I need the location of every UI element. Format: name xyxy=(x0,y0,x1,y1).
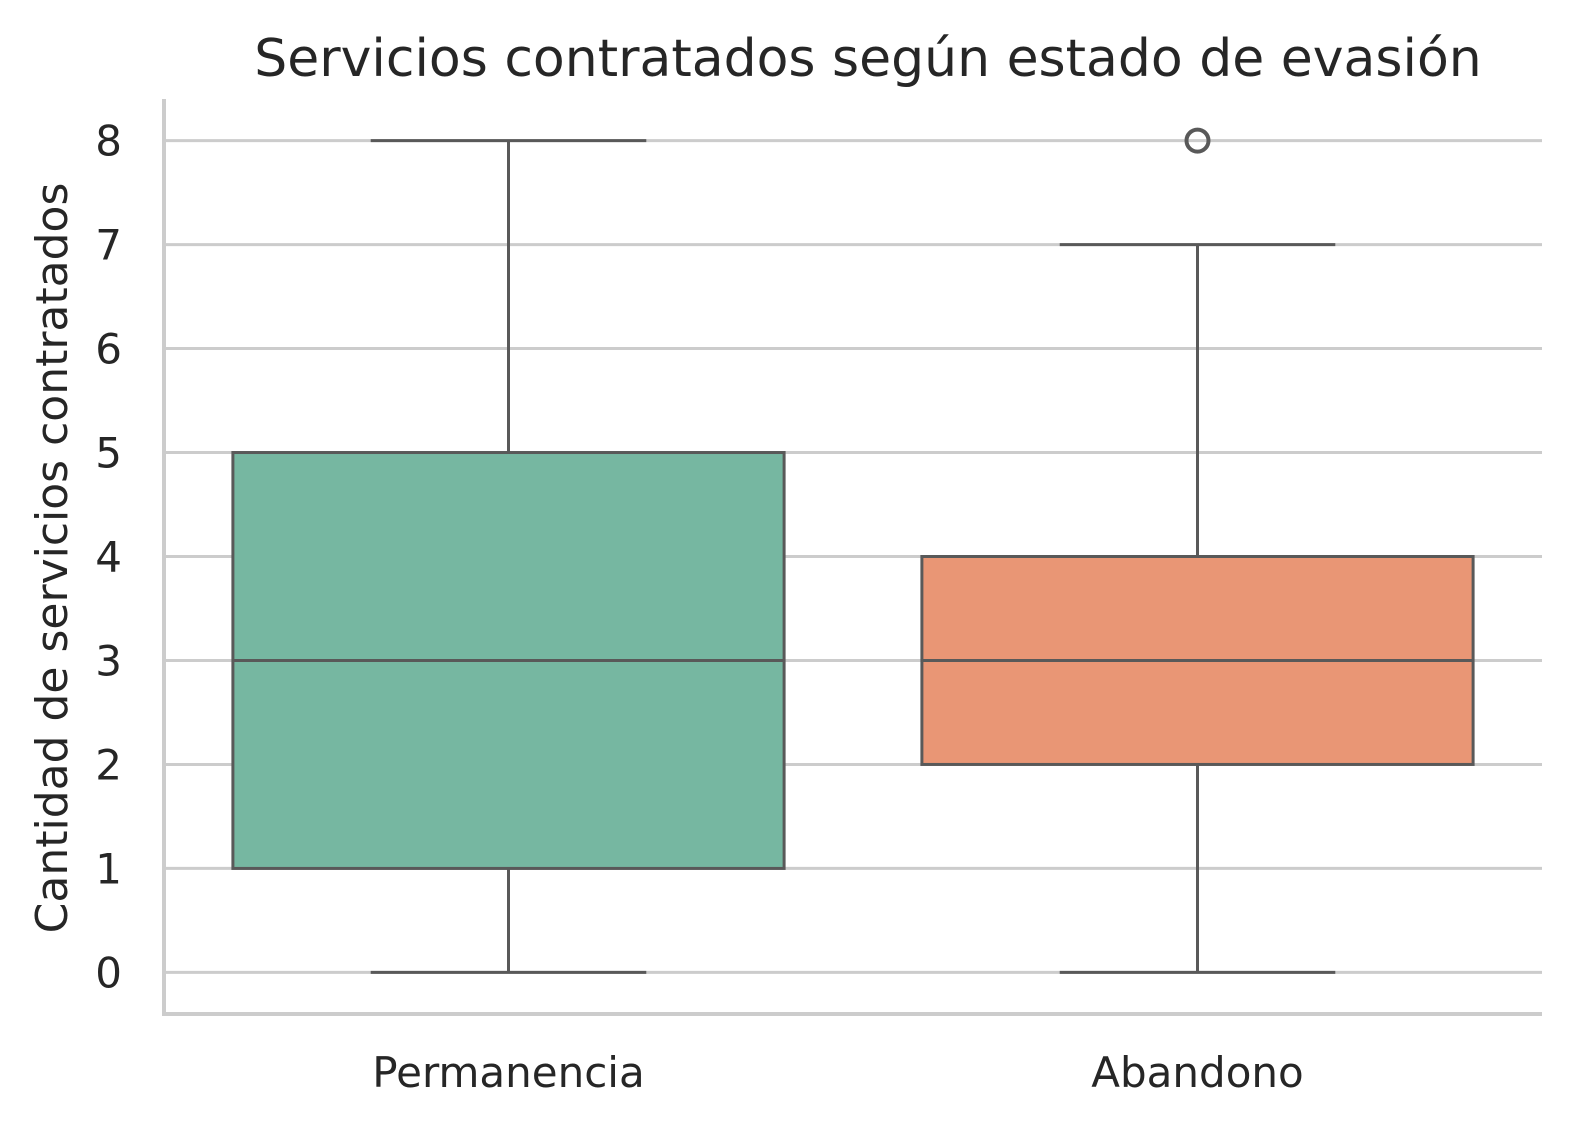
y-tick-label: 0 xyxy=(95,948,122,997)
y-tick-label: 3 xyxy=(95,636,122,685)
y-tick-labels: 0 1 2 3 4 5 6 7 8 xyxy=(95,117,122,998)
y-tick-label: 6 xyxy=(95,325,122,374)
y-tick-label: 2 xyxy=(95,740,122,789)
boxes xyxy=(231,127,1475,974)
x-tick-label: Abandono xyxy=(1091,1048,1303,1097)
x-tick-label: Permanencia xyxy=(372,1048,644,1097)
axes xyxy=(162,99,1542,1016)
box-group xyxy=(231,139,786,974)
chart-title: Servicios contratados según estado de ev… xyxy=(254,29,1481,89)
y-axis-label: Cantidad de servicios contratados xyxy=(27,183,78,934)
y-tick-label: 5 xyxy=(95,429,122,478)
y-tick-label: 8 xyxy=(95,117,122,166)
outlier-point xyxy=(1184,127,1211,154)
y-tick-label: 7 xyxy=(95,221,122,270)
box-group xyxy=(920,127,1475,974)
y-tick-label: 4 xyxy=(95,533,122,582)
y-tick-label: 1 xyxy=(95,844,122,893)
x-tick-labels: Permanencia Abandono xyxy=(372,1048,1303,1097)
